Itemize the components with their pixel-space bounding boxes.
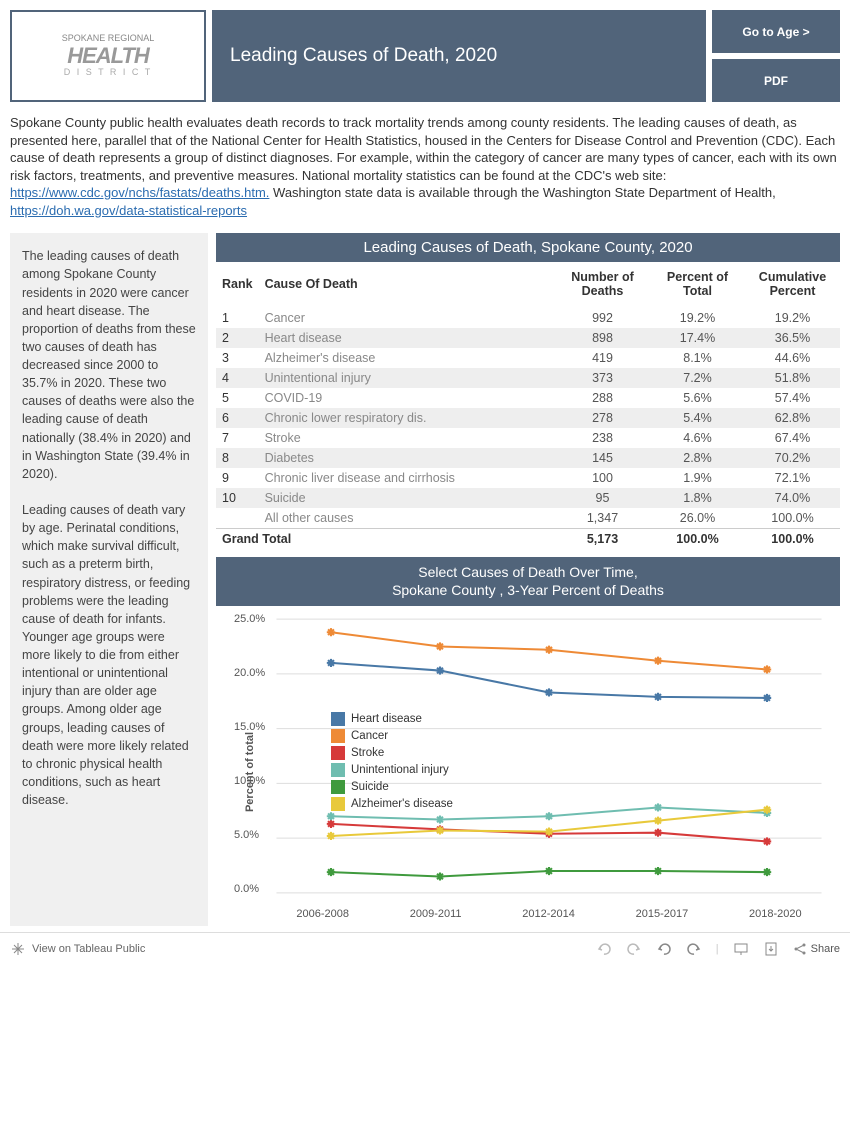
y-tick: 25.0% xyxy=(234,613,265,625)
x-axis: 2006-2008 2009-2011 2012-2014 2015-2017 2018… xyxy=(266,908,832,920)
table-row: 2Heart disease89817.4%36.5% xyxy=(216,328,840,348)
chart-title: Select Causes of Death Over Time, Spokan… xyxy=(216,557,840,605)
chart-legend: Heart diseaseCancerStrokeUnintentional i… xyxy=(331,711,453,813)
table-row: 4Unintentional injury3737.2%51.8% xyxy=(216,368,840,388)
y-tick: 10.0% xyxy=(234,775,265,787)
presentation-icon[interactable] xyxy=(733,941,749,957)
y-tick: 20.0% xyxy=(234,667,265,679)
legend-item: Suicide xyxy=(331,779,453,796)
sidebar-p1: The leading causes of death among Spokan… xyxy=(22,247,196,483)
undo-icon[interactable] xyxy=(596,941,612,957)
table-row: 6Chronic lower respiratory dis.2785.4%62… xyxy=(216,408,840,428)
chart-area: Percent of total 0.0% 5.0% 10.0% 15.0% 20.0%… xyxy=(216,606,840,926)
table-row: 7Stroke2384.6%67.4% xyxy=(216,428,840,448)
tableau-logo-icon xyxy=(10,941,26,957)
x-tick: 2015-2017 xyxy=(636,908,689,920)
table-row: 3Alzheimer's disease4198.1%44.6% xyxy=(216,348,840,368)
sidebar-summary: The leading causes of death among Spokan… xyxy=(10,233,208,925)
view-on-tableau-button[interactable]: View on Tableau Public xyxy=(10,941,145,957)
x-tick: 2018-2020 xyxy=(749,908,802,920)
share-button[interactable]: Share xyxy=(793,942,840,956)
logo-box: SPOKANE REGIONAL HEALTH D I S T R I C T xyxy=(10,10,206,102)
table-title: Leading Causes of Death, Spokane County,… xyxy=(216,233,840,262)
y-tick: 5.0% xyxy=(234,829,259,841)
tableau-toolbar: View on Tableau Public | Share xyxy=(0,932,850,966)
legend-item: Stroke xyxy=(331,745,453,762)
y-axis-label: Percent of total xyxy=(244,732,256,812)
col-pct: Percent of Total xyxy=(650,262,745,308)
intro-text-2: Washington state data is available throu… xyxy=(273,185,776,200)
col-cause: Cause Of Death xyxy=(259,262,555,308)
view-on-tableau-label: View on Tableau Public xyxy=(32,943,145,955)
legend-item: Heart disease xyxy=(331,711,453,728)
intro-text-1: Spokane County public health evaluates d… xyxy=(10,115,837,183)
header-row: SPOKANE REGIONAL HEALTH D I S T R I C T … xyxy=(10,10,840,102)
logo-mid-text: HEALTH xyxy=(62,44,155,68)
y-tick: 0.0% xyxy=(234,883,259,895)
table-row: 9Chronic liver disease and cirrhosis1001… xyxy=(216,468,840,488)
legend-item: Unintentional injury xyxy=(331,762,453,779)
replay-icon[interactable] xyxy=(656,941,672,957)
cdc-link[interactable]: https://www.cdc.gov/nchs/fastats/deaths.… xyxy=(10,185,269,200)
table-row: 1Cancer99219.2%19.2% xyxy=(216,308,840,328)
col-cum: Cumulative Percent xyxy=(745,262,840,308)
page-title: Leading Causes of Death, 2020 xyxy=(212,10,706,102)
col-rank: Rank xyxy=(216,262,259,308)
go-to-age-button[interactable]: Go to Age > xyxy=(712,10,840,53)
table-row: 5COVID-192885.6%57.4% xyxy=(216,388,840,408)
chart-title-l2: Spokane County , 3-Year Percent of Death… xyxy=(216,581,840,599)
pdf-button[interactable]: PDF xyxy=(712,59,840,102)
table-row: 10Suicide951.8%74.0% xyxy=(216,488,840,508)
download-icon[interactable] xyxy=(763,941,779,957)
doh-link[interactable]: https://doh.wa.gov/data-statistical-repo… xyxy=(10,203,247,218)
share-icon xyxy=(793,942,807,956)
x-tick: 2006-2008 xyxy=(296,908,349,920)
share-label: Share xyxy=(811,943,840,955)
legend-item: Cancer xyxy=(331,728,453,745)
chart-title-l1: Select Causes of Death Over Time, xyxy=(216,563,840,581)
redo-icon[interactable] xyxy=(626,941,642,957)
logo-bottom-text: D I S T R I C T xyxy=(62,68,155,78)
refresh-icon[interactable] xyxy=(686,941,702,957)
x-tick: 2009-2011 xyxy=(410,908,462,920)
sidebar-p2: Leading causes of death vary by age. Per… xyxy=(22,501,196,809)
col-num: Number of Deaths xyxy=(555,262,650,308)
table-row: 8Diabetes1452.8%70.2% xyxy=(216,448,840,468)
causes-table: Rank Cause Of Death Number of Deaths Per… xyxy=(216,262,840,549)
intro-paragraph: Spokane County public health evaluates d… xyxy=(10,114,840,219)
y-tick: 15.0% xyxy=(234,721,265,733)
table-total-row: Grand Total5,173100.0%100.0% xyxy=(216,529,840,550)
table-row: All other causes1,34726.0%100.0% xyxy=(216,508,840,529)
x-tick: 2012-2014 xyxy=(522,908,575,920)
legend-item: Alzheimer's disease xyxy=(331,796,453,813)
